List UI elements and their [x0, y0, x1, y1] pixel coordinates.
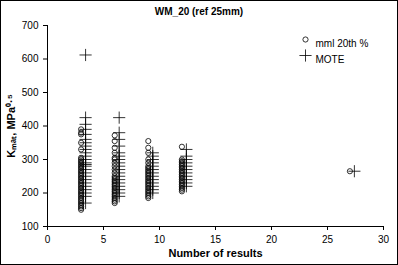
svg-text:mml 20th %: mml 20th %	[316, 38, 369, 49]
svg-text:0: 0	[45, 234, 51, 245]
html-text:WM_20 (ref 25mm): WM_20 (ref 25mm)	[154, 6, 244, 17]
svg-text:200: 200	[22, 187, 39, 198]
svg-text:600: 600	[22, 53, 39, 64]
svg-text:300: 300	[22, 154, 39, 165]
svg-text:20: 20	[266, 234, 278, 245]
svg-text:Kₘₐₜ, MPa⁰·⁵: Kₘₐₜ, MPa⁰·⁵	[5, 94, 17, 158]
svg-text:500: 500	[22, 87, 39, 98]
svg-text:100: 100	[22, 221, 39, 232]
svg-text:MOTE: MOTE	[316, 54, 345, 65]
svg-text:10: 10	[154, 234, 166, 245]
svg-text:5: 5	[101, 234, 107, 245]
svg-text:400: 400	[22, 120, 39, 131]
svg-text:Number of results: Number of results	[168, 247, 262, 259]
svg-text:30: 30	[378, 234, 390, 245]
svg-text:25: 25	[322, 234, 334, 245]
svg-text:15: 15	[210, 234, 222, 245]
svg-text:700: 700	[22, 20, 39, 31]
